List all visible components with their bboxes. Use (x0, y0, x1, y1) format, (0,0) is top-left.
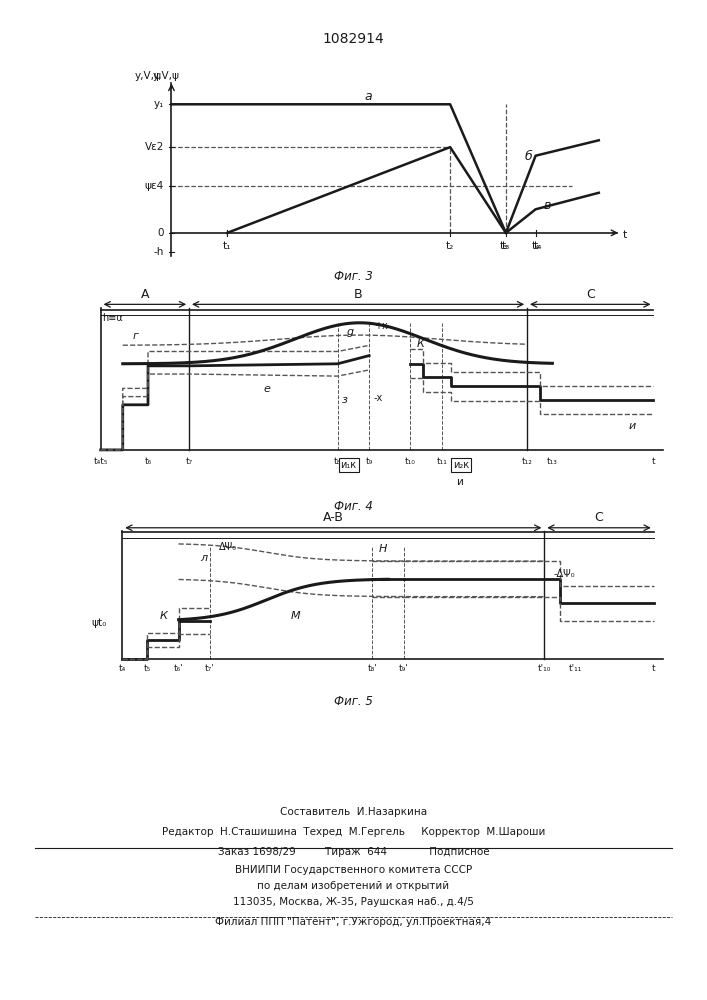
Text: t₉: t₉ (366, 457, 373, 466)
Text: t₁₀: t₁₀ (405, 457, 416, 466)
Text: М: М (291, 611, 300, 621)
Text: t₉': t₉' (399, 664, 409, 673)
Text: К: К (416, 339, 424, 349)
Text: t₈: t₈ (334, 457, 341, 466)
Text: t₁₃: t₁₃ (547, 457, 558, 466)
Text: t: t (652, 664, 655, 673)
Text: t₃: t₃ (500, 241, 508, 251)
Text: C: C (595, 511, 603, 524)
Text: Заказ 1698/29         Тираж  644             Подписное: Заказ 1698/29 Тираж 644 Подписное (218, 847, 489, 857)
Text: A: A (141, 288, 149, 301)
Text: t₅: t₅ (144, 664, 151, 673)
Text: t: t (623, 230, 627, 240)
Text: ΔΨ₀: ΔΨ₀ (219, 542, 238, 552)
Text: t: t (652, 457, 655, 466)
Text: t₄: t₄ (532, 241, 540, 251)
Text: t'₁₀: t'₁₀ (537, 664, 551, 673)
Text: 1082914: 1082914 (322, 32, 385, 46)
Text: B: B (354, 288, 363, 301)
Text: у,V,ψ: у,V,ψ (134, 71, 161, 81)
Text: а: а (365, 90, 373, 103)
Text: и: и (457, 477, 464, 487)
Text: t₇: t₇ (185, 457, 193, 466)
Text: Vε2: Vε2 (145, 142, 164, 152)
Text: 0: 0 (158, 228, 164, 238)
Text: t₄: t₄ (533, 241, 542, 251)
Text: л: л (201, 553, 208, 563)
Text: C: C (586, 288, 595, 301)
Text: t₈': t₈' (368, 664, 378, 673)
Text: Фиг. 4: Фиг. 4 (334, 500, 373, 513)
Text: t₁: t₁ (223, 241, 231, 251)
Text: -ΔΨ₀: -ΔΨ₀ (554, 569, 575, 579)
Text: -h: -h (153, 247, 164, 257)
Text: t₆': t₆' (174, 664, 184, 673)
Text: Филиал ППП "Патент", г.Ужгород, ул.Проектная,4: Филиал ППП "Патент", г.Ужгород, ул.Проек… (216, 917, 491, 927)
Text: 113035, Москва, Ж-35, Раушская наб., д.4/5: 113035, Москва, Ж-35, Раушская наб., д.4… (233, 897, 474, 907)
Text: б: б (525, 150, 532, 163)
Text: t₄: t₄ (119, 664, 126, 673)
Text: г: г (132, 331, 138, 341)
Text: ψt₀: ψt₀ (91, 618, 107, 628)
Text: К: К (160, 611, 168, 621)
Text: +x: +x (374, 321, 387, 331)
Text: е: е (263, 384, 270, 394)
Text: Фиг. 3: Фиг. 3 (334, 270, 373, 283)
Text: -x: -x (374, 393, 383, 403)
Text: t₁₁: t₁₁ (436, 457, 448, 466)
Text: h≡α: h≡α (103, 313, 123, 323)
Text: t₂: t₂ (446, 241, 455, 251)
Text: Фиг. 5: Фиг. 5 (334, 695, 373, 708)
Text: A-B: A-B (323, 511, 344, 524)
Text: g: g (347, 327, 354, 337)
Text: Составитель  И.Назаркина: Составитель И.Назаркина (280, 807, 427, 817)
Text: ψε4: ψε4 (145, 181, 164, 191)
Text: и: и (629, 421, 636, 431)
Text: Редактор  Н.Сташишина  Техред  М.Гергель     Корректор  М.Шароши: Редактор Н.Сташишина Техред М.Гергель Ко… (162, 827, 545, 837)
Text: в: в (543, 199, 551, 212)
Text: t₃: t₃ (502, 241, 510, 251)
Text: t'₁₁: t'₁₁ (569, 664, 583, 673)
Text: у,V,ψ: у,V,ψ (153, 71, 180, 81)
Text: t₇': t₇' (205, 664, 215, 673)
Text: и₂к: и₂к (452, 460, 469, 470)
Text: t₆: t₆ (144, 457, 151, 466)
Text: по делам изобретений и открытий: по делам изобретений и открытий (257, 881, 450, 891)
Text: ВНИИПИ Государственного комитета СССР: ВНИИПИ Государственного комитета СССР (235, 865, 472, 875)
Text: t₁₂: t₁₂ (522, 457, 532, 466)
Text: Н: Н (379, 544, 387, 554)
Text: з: з (342, 395, 348, 405)
Text: y₁: y₁ (153, 99, 164, 109)
Text: t₄t₅: t₄t₅ (93, 457, 108, 466)
Text: и₁к: и₁к (341, 460, 356, 470)
